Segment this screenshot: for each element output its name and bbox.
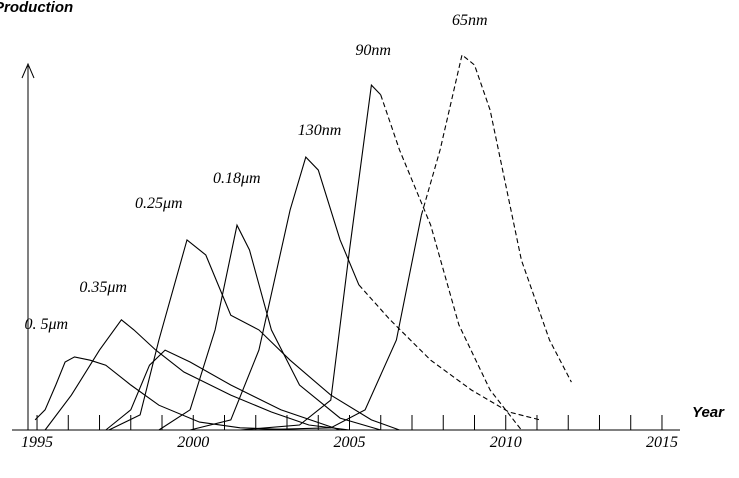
x-axis-label: Year: [692, 404, 725, 421]
y-axis-label: Production: [0, 0, 73, 16]
x-tick-label: 2000: [177, 434, 209, 451]
x-tick-label: 2005: [334, 434, 366, 451]
series-label: 0. 5μm: [25, 316, 69, 333]
y-axis-arrow: [21, 62, 35, 79]
series-label: 90nm: [355, 42, 391, 59]
line: [44, 319, 350, 431]
series-label: 0.25μm: [135, 195, 183, 212]
line: [189, 156, 360, 431]
series-label: 0.18μm: [213, 170, 261, 187]
line: [249, 214, 422, 431]
series-label: 130nm: [298, 122, 342, 139]
x-tick-label: 2015: [646, 434, 678, 451]
line: [105, 349, 341, 431]
line: [240, 83, 382, 431]
x-tick-label: 2010: [490, 434, 522, 451]
line: [34, 356, 300, 431]
line: [358, 284, 541, 421]
line: [108, 238, 400, 431]
line: [420, 53, 572, 383]
series-label: 65nm: [452, 12, 488, 29]
line: [380, 94, 522, 431]
x-tick-label: 1995: [21, 434, 53, 451]
series-label: 0.35μm: [79, 279, 127, 296]
line: [158, 223, 381, 431]
